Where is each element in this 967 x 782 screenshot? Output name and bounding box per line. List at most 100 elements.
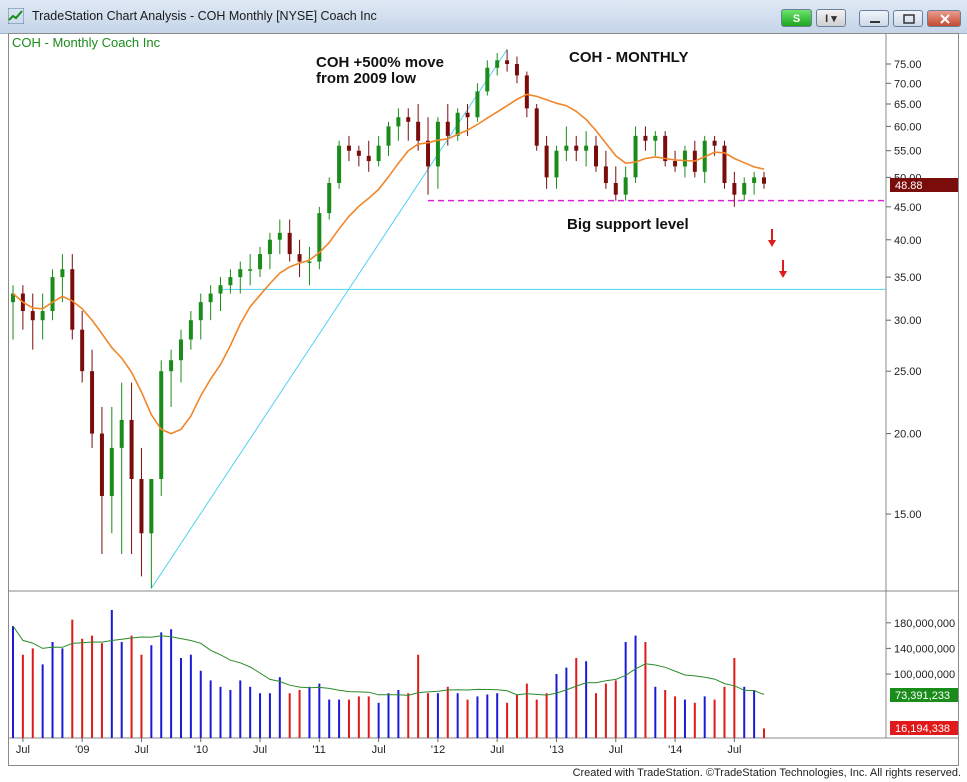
candle-body — [337, 145, 342, 184]
insert-menu-label: I — [825, 13, 829, 25]
candle-body — [534, 108, 539, 146]
time-tick-label: '14 — [668, 744, 682, 756]
candle-body — [80, 329, 85, 372]
candle-body — [90, 371, 95, 434]
time-tick-label: Jul — [727, 744, 741, 756]
candle-body — [30, 311, 35, 321]
candle-body — [159, 371, 164, 480]
candle-body — [129, 419, 134, 480]
styles-button[interactable]: S — [781, 9, 812, 27]
maximize-button[interactable] — [893, 10, 923, 27]
time-tick-label: '13 — [549, 744, 563, 756]
price-tick-label: 15.00 — [894, 509, 922, 521]
candle-body — [109, 447, 114, 496]
price-tick-label: 75.00 — [894, 59, 922, 71]
price-tick-label: 35.00 — [894, 272, 922, 284]
candle-body — [554, 150, 559, 178]
candle-body — [514, 64, 519, 76]
window-title: TradeStation Chart Analysis - COH Monthl… — [32, 9, 377, 23]
volume-tick-label: 100,000,000 — [894, 669, 955, 681]
time-tick-label: Jul — [16, 744, 30, 756]
candle-body — [603, 166, 608, 184]
time-tick-label: Jul — [490, 744, 504, 756]
candle-body — [198, 302, 203, 321]
candle-body — [505, 60, 510, 64]
candle-body — [307, 261, 312, 264]
candle-body — [208, 293, 213, 303]
price-tick-label: 40.00 — [894, 235, 922, 247]
price-tick-label: 60.00 — [894, 121, 922, 133]
candle-body — [673, 161, 678, 167]
candle-body — [722, 145, 727, 184]
time-tick-label: Jul — [372, 744, 386, 756]
time-tick-label: '12 — [431, 744, 445, 756]
last-volume-label: 16,194,338 — [895, 723, 950, 735]
candle-body — [663, 135, 668, 162]
candle-body — [623, 177, 628, 195]
insert-menu-button[interactable]: I ▾ — [816, 9, 846, 27]
candle-body — [228, 277, 233, 286]
candle-body — [594, 145, 599, 167]
candle-body — [465, 112, 470, 118]
candle-body — [396, 117, 401, 127]
candle-body — [139, 479, 144, 534]
minimize-icon — [870, 21, 880, 23]
move-annotation-line1: COH +500% move — [316, 54, 444, 71]
footer-copyright: Created with TradeStation. ©TradeStation… — [572, 767, 961, 779]
candle-body — [485, 67, 490, 92]
candle-body — [50, 277, 55, 312]
time-tick-label: Jul — [253, 744, 267, 756]
price-tick-label: 25.00 — [894, 366, 922, 378]
last-price-marker — [890, 178, 958, 192]
candle-body — [297, 254, 302, 262]
candle-body — [752, 177, 757, 184]
candle-body — [544, 145, 549, 178]
candle-body — [60, 269, 65, 278]
time-tick-label: Jul — [134, 744, 148, 756]
candle-body — [11, 293, 15, 303]
candle-body — [70, 269, 75, 330]
chart-window[interactable] — [8, 33, 959, 766]
candle-body — [475, 91, 480, 118]
candle-body — [317, 213, 322, 262]
candle-body — [238, 269, 243, 278]
candle-body — [287, 232, 292, 255]
trend-line — [150, 49, 508, 589]
candle-body — [178, 339, 183, 361]
candle-body — [455, 112, 460, 136]
candle-body — [258, 254, 263, 270]
candle-body — [524, 75, 529, 109]
minimize-button[interactable] — [859, 10, 889, 27]
volume-tick-label: 140,000,000 — [894, 643, 955, 655]
candle-body — [633, 135, 638, 178]
candle-body — [613, 183, 618, 195]
candle-body — [149, 479, 154, 534]
time-tick-label: '11 — [312, 744, 326, 756]
chart-title-annotation: COH - MONTHLY — [569, 49, 688, 66]
candle-body — [712, 140, 717, 146]
tradestation-app-icon — [8, 8, 24, 24]
candle-body — [346, 145, 351, 151]
volume-pane — [12, 610, 765, 738]
candles — [11, 49, 766, 589]
time-tick-label: Jul — [609, 744, 623, 756]
price-tick-label: 20.00 — [894, 429, 922, 441]
candle-body — [277, 232, 282, 240]
price-tick-label: 70.00 — [894, 78, 922, 90]
candle-body — [119, 419, 124, 448]
time-tick-label: '09 — [75, 744, 89, 756]
price-tick-label: 65.00 — [894, 99, 922, 111]
candle-body — [267, 239, 272, 255]
candle-body — [495, 60, 500, 68]
close-icon — [940, 14, 950, 24]
candle-body — [188, 320, 193, 340]
candle-body — [356, 150, 361, 156]
support-annotation: Big support level — [567, 216, 689, 233]
candle-body — [386, 126, 391, 146]
candle-body — [218, 285, 223, 294]
down-arrow-icon — [779, 260, 787, 278]
candle-body — [426, 140, 431, 167]
price-tick-label: 30.00 — [894, 315, 922, 327]
close-button[interactable] — [927, 10, 961, 27]
